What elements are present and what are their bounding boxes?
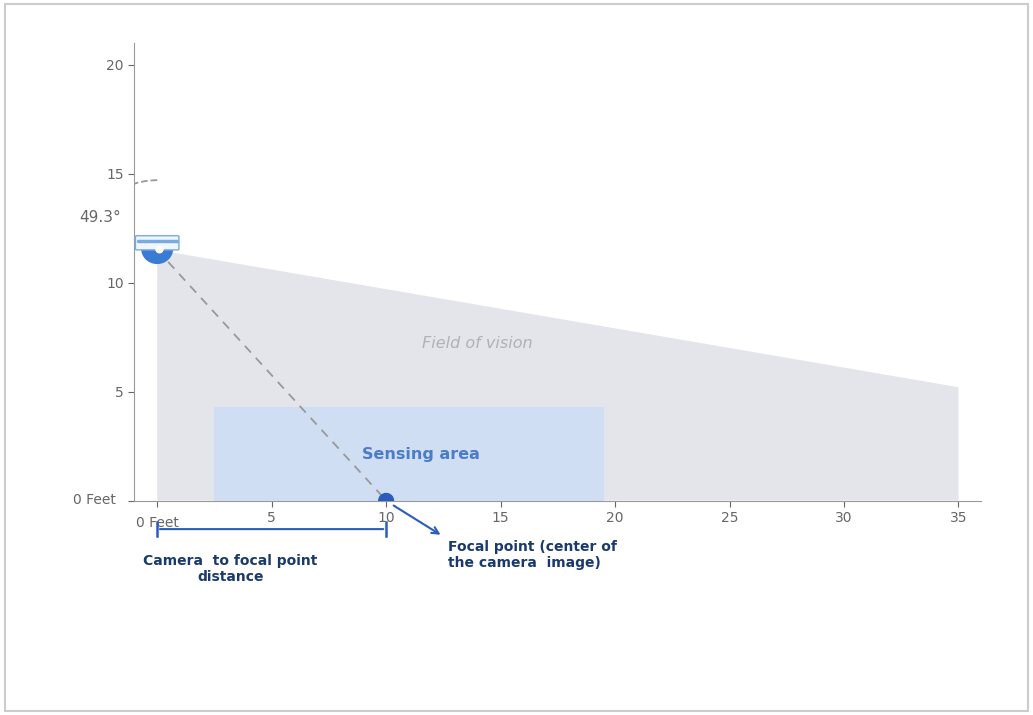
Wedge shape (142, 249, 174, 264)
Text: 0 Feet: 0 Feet (73, 493, 116, 508)
Polygon shape (157, 250, 959, 500)
Circle shape (379, 493, 394, 508)
Circle shape (156, 246, 163, 252)
Text: Focal point (center of
the camera  image): Focal point (center of the camera image) (448, 540, 617, 570)
Bar (215, 407, 603, 500)
Text: 49.3°: 49.3° (80, 209, 121, 225)
Text: Field of vision: Field of vision (422, 336, 533, 351)
Text: Camera  to focal point
distance: Camera to focal point distance (144, 554, 317, 584)
Text: 0 Feet: 0 Feet (135, 516, 179, 530)
Text: Sensing area: Sensing area (362, 448, 479, 462)
FancyBboxPatch shape (135, 236, 179, 250)
